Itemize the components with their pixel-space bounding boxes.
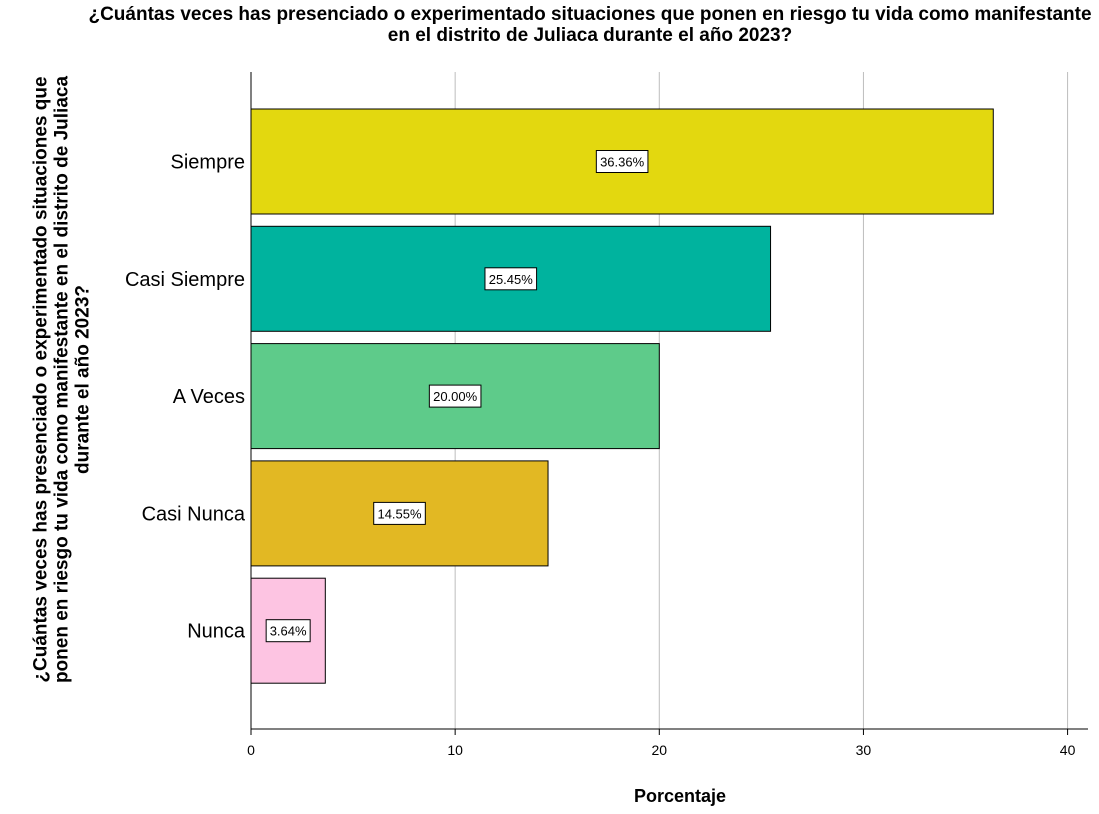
data-label-4: 3.64%	[270, 624, 307, 639]
data-label-box-0	[595, 150, 649, 173]
x-tick-label-2: 20	[652, 742, 668, 758]
data-label-box-4	[265, 619, 311, 643]
data-label-box-3	[373, 501, 426, 525]
data-label-box-1	[484, 267, 538, 291]
data-label-2: 20.00%	[433, 389, 478, 404]
x-tick-label-0: 0	[247, 742, 255, 758]
x-tick-label-1: 10	[447, 742, 463, 758]
x-axis-label: Porcentaje	[633, 786, 727, 806]
category-label-1: Casi Siempre	[125, 269, 245, 291]
chart-title: ¿Cuántas veces has presenciado o experim…	[88, 4, 1092, 46]
data-label-box-2	[428, 384, 482, 408]
data-label-3: 14.55%	[377, 506, 422, 521]
category-label-2: A Veces	[173, 386, 245, 408]
x-tick-label-3: 30	[856, 742, 872, 758]
data-label-1: 25.45%	[489, 272, 534, 287]
category-label-4: Nunca	[187, 621, 246, 643]
category-label-0: Siempre	[171, 152, 245, 174]
category-label-3: Casi Nunca	[142, 503, 246, 525]
data-label-0: 36.36%	[600, 155, 645, 170]
x-tick-label-4: 40	[1060, 742, 1076, 758]
